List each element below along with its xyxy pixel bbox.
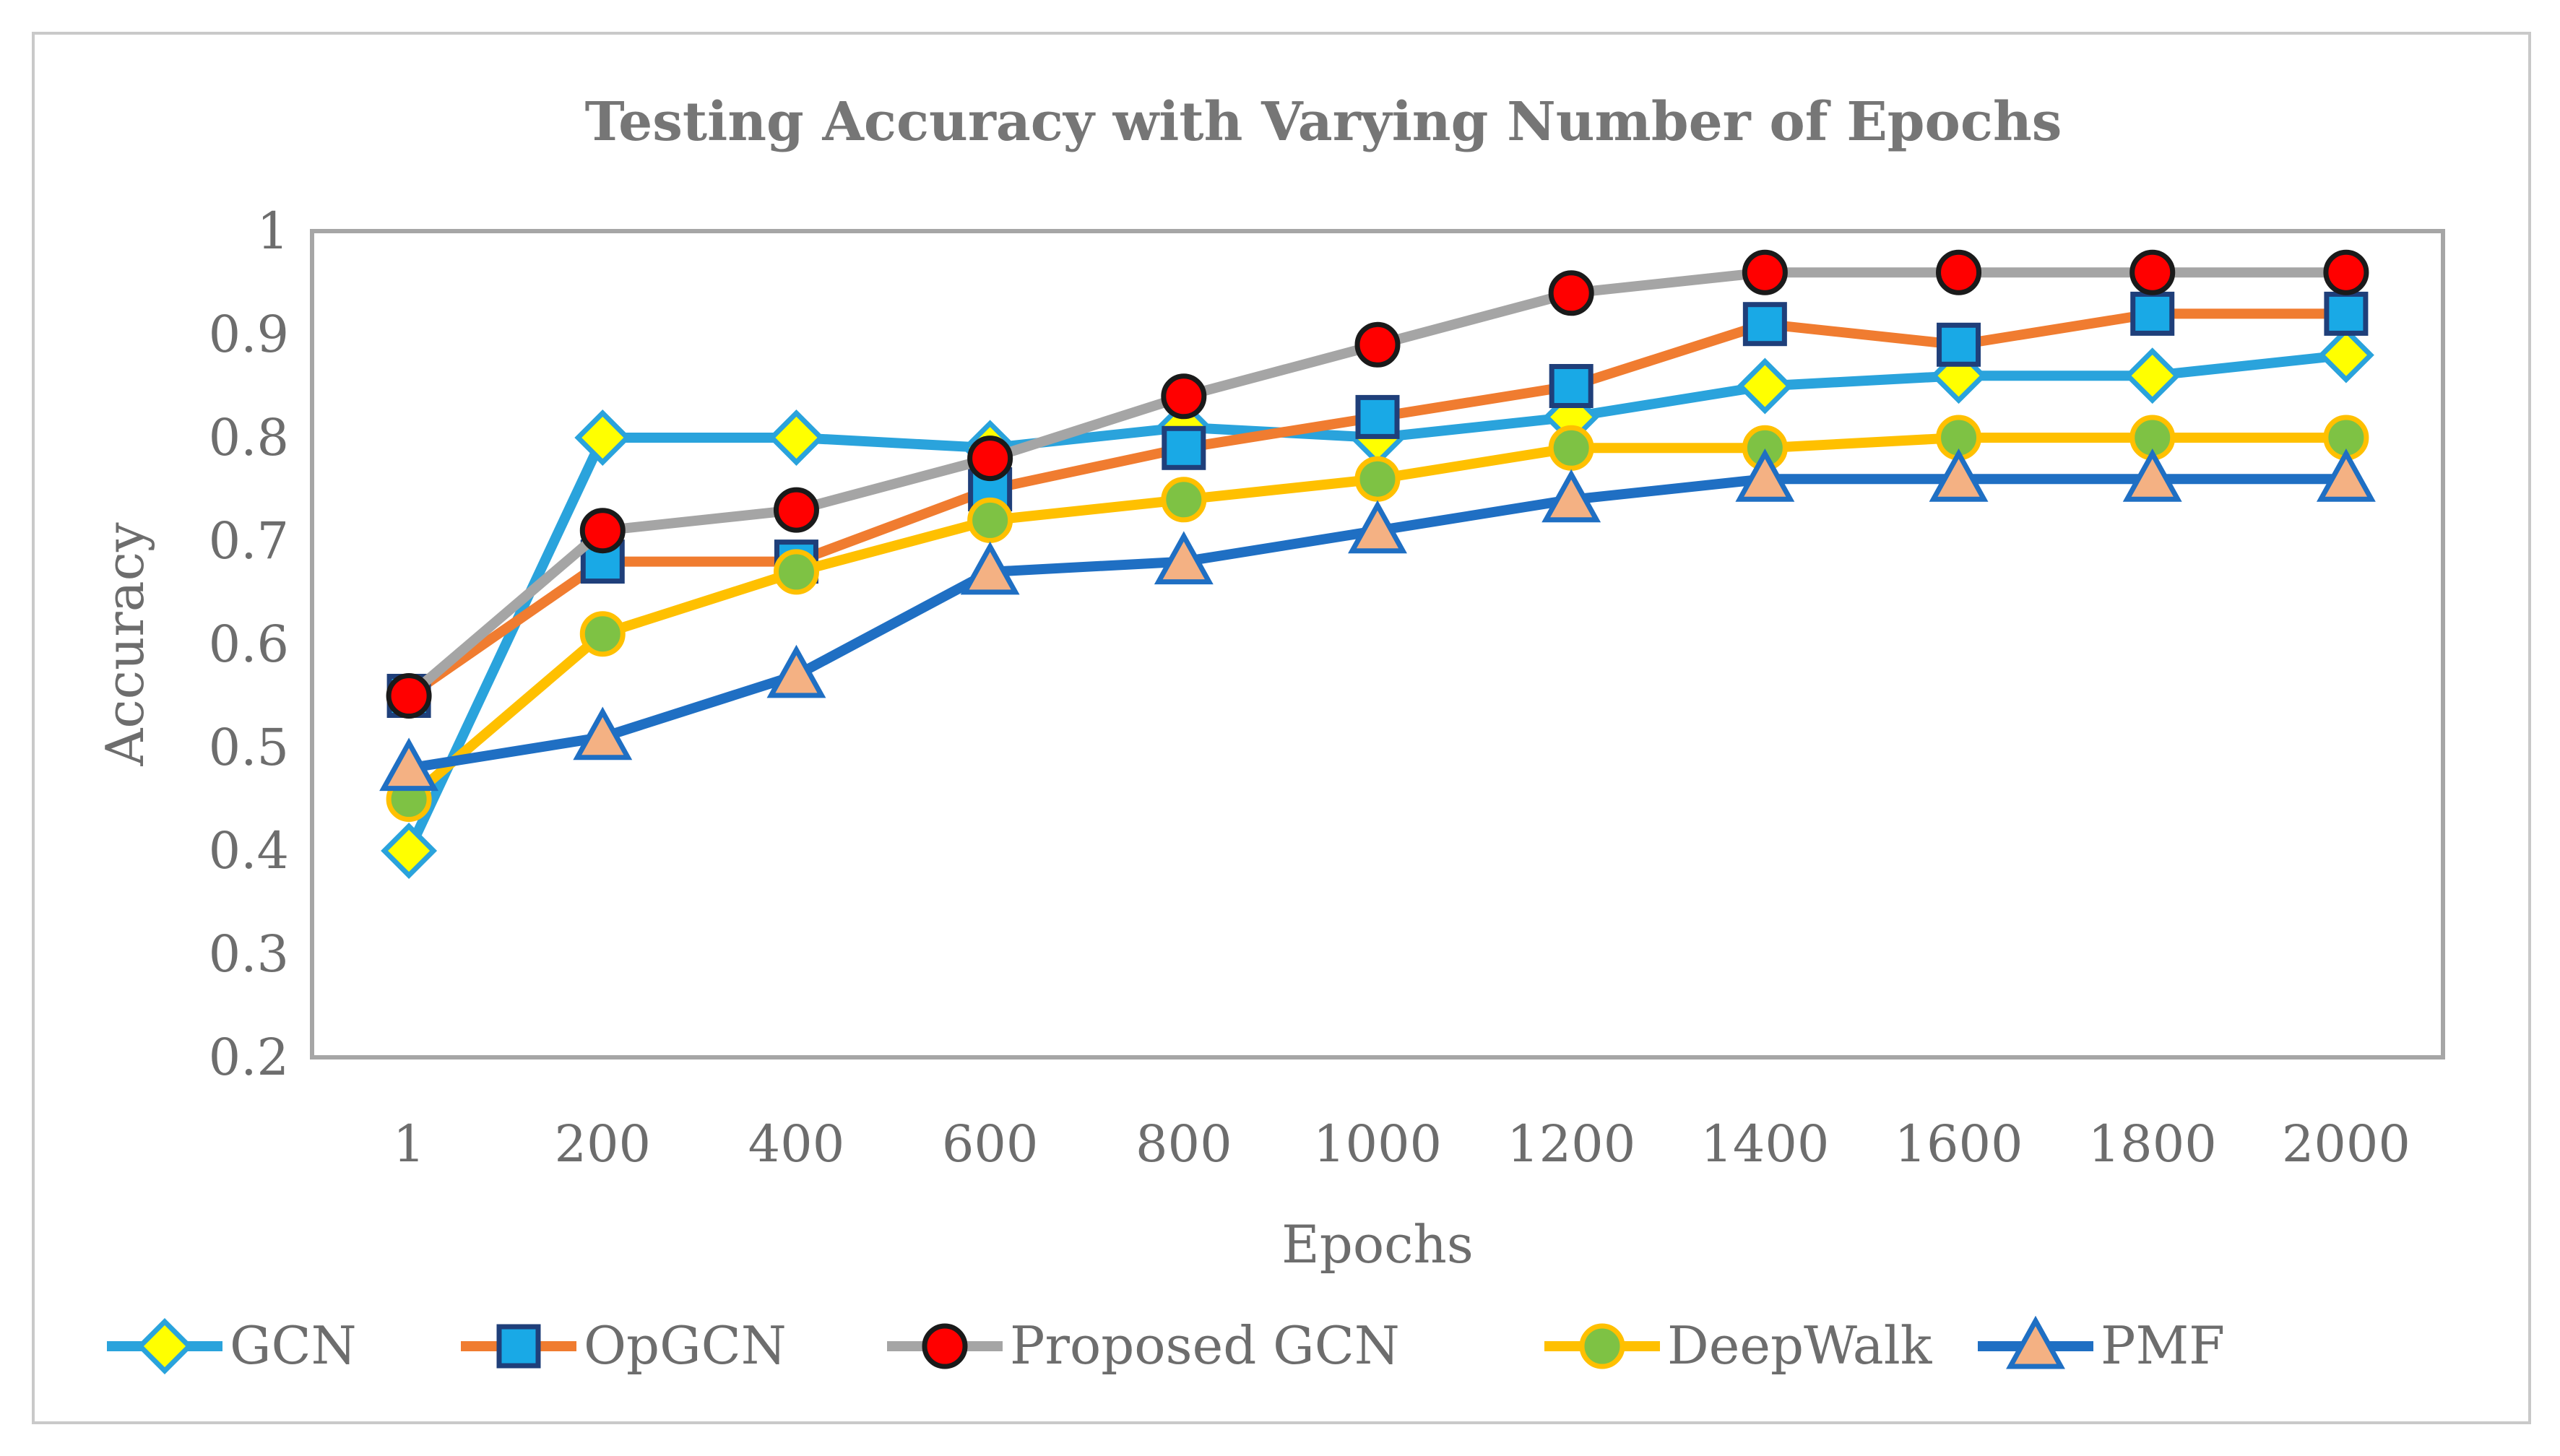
data-point [1742, 302, 1787, 347]
x-tick-label: 2000 [2282, 1114, 2410, 1174]
x-tick-label: 200 [554, 1114, 651, 1174]
data-point [379, 737, 439, 792]
data-point [2130, 291, 2175, 336]
data-point [1742, 249, 1788, 295]
y-tick-label: 0.4 [209, 821, 289, 880]
data-point [574, 410, 631, 466]
plot-area [310, 229, 2445, 1060]
legend-marker [137, 1318, 193, 1374]
data-point [2323, 249, 2369, 295]
y-tick-label: 0.2 [209, 1028, 289, 1087]
y-tick-label: 1 [256, 202, 289, 261]
legend-label: DeepWalk [1667, 1315, 1933, 1376]
data-point [766, 644, 826, 698]
data-point [2122, 448, 2182, 502]
data-point [386, 673, 432, 719]
series-deepwalk [386, 415, 2369, 822]
data-point [2129, 249, 2176, 295]
data-point [1735, 448, 1795, 502]
x-tick-label: 1400 [1700, 1114, 1829, 1174]
data-point [2317, 326, 2374, 384]
data-point [1936, 249, 1982, 295]
y-tick-label: 0.3 [209, 924, 289, 984]
legend-item: PMF [1978, 1315, 2225, 1376]
data-point [1937, 322, 1981, 367]
data-point [960, 541, 1020, 595]
data-point [773, 549, 819, 595]
data-point [1354, 456, 1401, 502]
x-axis-ticks: 1 200 400 600 800 1000 1200 1400 1600 1800 2000 [393, 1114, 2410, 1174]
legend-marker [496, 1324, 541, 1369]
y-axis-label: Accuracy [95, 522, 155, 767]
legend-item: Proposed GCN [887, 1315, 1400, 1376]
series-proposed-gcn [386, 249, 2369, 719]
data-point [1737, 358, 1794, 415]
data-point [1154, 531, 1214, 585]
y-tick-label: 0.9 [209, 305, 289, 364]
y-tick-label: 0.7 [209, 511, 289, 571]
legend-item: DeepWalk [1544, 1315, 1933, 1376]
data-point [768, 410, 825, 466]
y-axis-ticks: 0.2 0.3 0.4 0.5 0.6 0.7 0.8 0.9 1 [209, 202, 289, 1087]
data-point [1541, 469, 1601, 523]
data-point [1161, 373, 1207, 420]
data-point [1354, 321, 1401, 368]
y-tick-label: 0.8 [209, 408, 289, 467]
data-point [1548, 270, 1594, 316]
legend-label: PMF [2101, 1315, 2225, 1376]
data-point [381, 823, 438, 879]
legend: GCN OpGCN Proposed GCN DeepWalk PMF [107, 1315, 2225, 1376]
legend-label: Proposed GCN [1010, 1315, 1400, 1376]
x-axis-label: Epochs [1281, 1214, 1474, 1275]
data-point [2324, 291, 2369, 336]
data-point [1549, 364, 1593, 408]
data-point [1162, 425, 1206, 470]
data-point [1929, 448, 1989, 502]
data-point [1548, 425, 1594, 471]
line-chart: Testing Accuracy with Varying Number of … [95, 91, 2445, 1376]
data-point [1348, 500, 1407, 554]
legend-label: GCN [230, 1315, 357, 1376]
legend-item: GCN [107, 1315, 357, 1376]
data-point [579, 611, 626, 657]
data-point [1355, 394, 1400, 439]
x-tick-label: 1 [393, 1114, 425, 1174]
series-layer [379, 249, 2376, 879]
data-point [773, 487, 819, 533]
chart-frame: Testing Accuracy with Varying Number of … [32, 32, 2531, 1424]
x-tick-label: 1000 [1313, 1114, 1442, 1174]
x-tick-label: 1200 [1507, 1114, 1635, 1174]
series-pmf [379, 448, 2376, 792]
x-tick-label: 600 [942, 1114, 1039, 1174]
legend-marker [922, 1323, 968, 1369]
x-tick-label: 800 [1136, 1114, 1232, 1174]
legend-marker [1579, 1323, 1625, 1369]
data-point [1161, 477, 1207, 523]
y-tick-label: 0.5 [209, 718, 289, 777]
data-point [967, 436, 1013, 482]
legend-item: OpGCN [461, 1315, 787, 1376]
data-point [573, 706, 633, 760]
data-point [579, 508, 626, 554]
legend-label: OpGCN [584, 1315, 787, 1376]
x-tick-label: 400 [748, 1114, 845, 1174]
y-tick-label: 0.6 [209, 615, 289, 674]
x-tick-label: 1600 [1894, 1114, 2023, 1174]
data-point [967, 497, 1013, 543]
data-point [2124, 347, 2181, 404]
legend-marker [2006, 1315, 2065, 1369]
x-tick-label: 1800 [2088, 1114, 2217, 1174]
data-point [2316, 448, 2376, 502]
chart-title: Testing Accuracy with Varying Number of … [585, 91, 2062, 153]
